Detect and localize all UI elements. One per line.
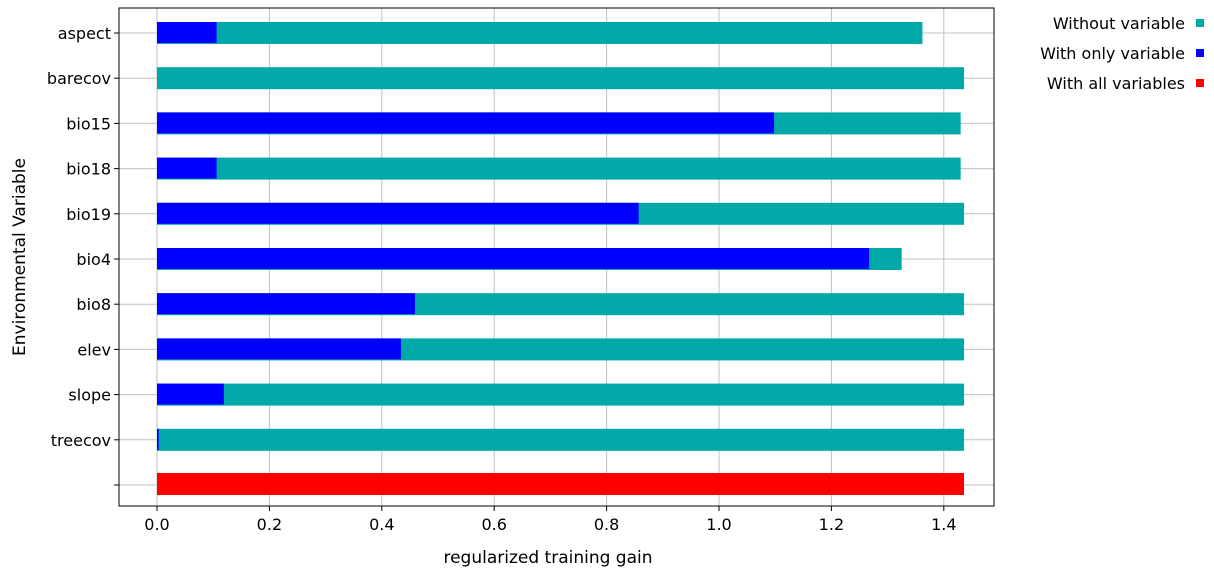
category-label: treecov [51,431,111,450]
legend-label: With all variables [1047,74,1185,93]
legend-swatch [1196,79,1204,87]
y-axis-title: Environmental Variable [10,158,30,356]
labels: 0.0 0.2 0.4 0.6 0.8 1.0 1.2 1.4 aspect barecov bio… [47,24,957,534]
bar-without-variable [157,67,965,90]
bar-with-only-variable [157,112,775,134]
x-tick-label: 0.6 [481,515,506,534]
ticks [114,32,945,511]
category-label: bio18 [66,160,111,179]
x-tick-label: 0.4 [369,515,394,534]
bar-with-only-variable [157,248,870,269]
bar-without-variable [157,383,965,406]
category-label: bio4 [76,250,111,269]
bar-with-all-variables [157,473,965,495]
bar-with-only-variable [157,157,217,179]
bar-with-only-variable [157,22,217,43]
x-axis-title: regularized training gain [443,548,652,568]
bar-with-only-variable [157,202,639,224]
category-label: barecov [47,69,111,88]
category-label: bio19 [66,205,111,224]
x-tick-label: 0.0 [144,515,169,534]
x-tick-label: 0.8 [594,515,619,534]
bar-without-variable [157,157,961,180]
x-tick-label: 1.2 [819,515,844,534]
bar-with-only-variable [157,428,159,450]
category-label: bio15 [66,114,111,133]
bars [157,22,965,495]
bar-with-only-variable [157,383,224,405]
legend: Without variable With only variable With a… [1040,14,1204,93]
legend-swatch [1196,49,1204,57]
category-label: elev [77,340,111,359]
legend-label: With only variable [1040,44,1185,63]
bar-with-only-variable [157,338,401,360]
category-label: bio8 [76,295,111,314]
plot-frame [118,7,995,507]
category-label: slope [68,386,111,405]
bar-without-variable [157,428,965,451]
bar-without-variable [157,22,923,44]
category-label: aspect [58,24,111,43]
x-tick-label: 1.4 [931,515,956,534]
x-tick-label: 1.0 [706,515,731,534]
legend-label: Without variable [1053,14,1185,33]
bar-with-only-variable [157,293,415,315]
x-tick-label: 0.2 [257,515,282,534]
legend-swatch [1196,19,1204,27]
